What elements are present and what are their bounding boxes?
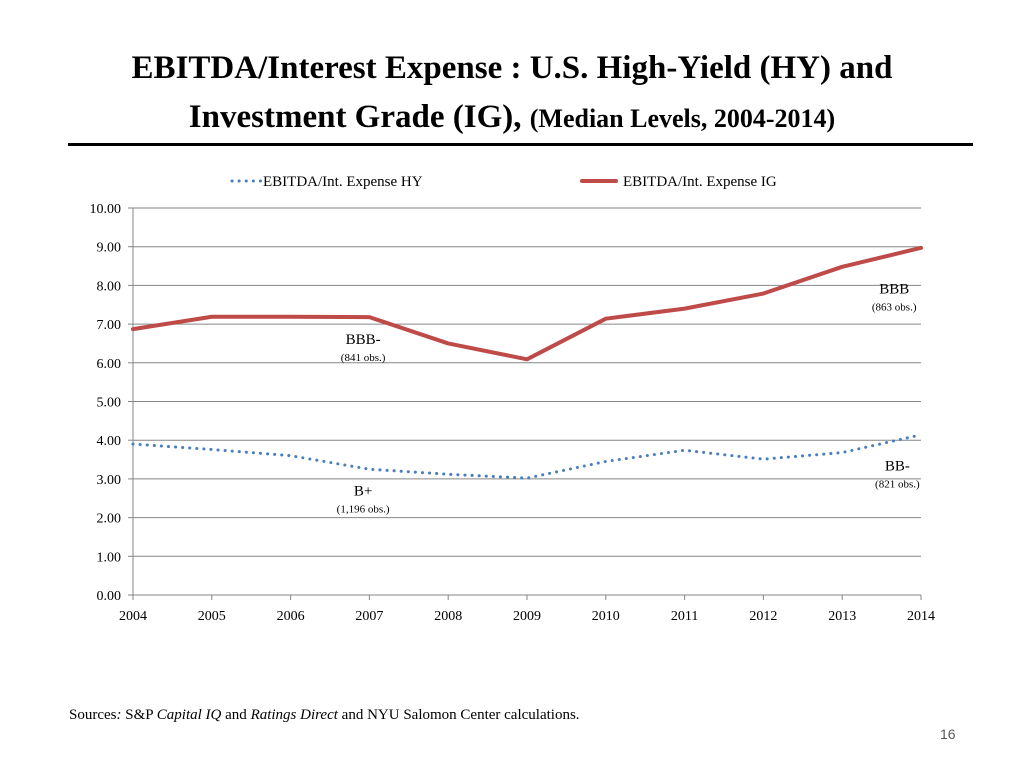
- annotation-rating: BB-: [885, 458, 910, 474]
- y-tick-label: 4.00: [97, 434, 122, 449]
- sources-colon: :: [116, 707, 122, 723]
- x-tick-label: 2005: [198, 609, 226, 624]
- y-tick-label: 7.00: [97, 318, 122, 333]
- title-divider: [68, 143, 973, 146]
- y-tick-label: 9.00: [97, 241, 122, 256]
- legend-label-ig: EBITDA/Int. Expense IG: [623, 174, 777, 190]
- x-tick-label: 2007: [355, 609, 383, 624]
- slide-title: EBITDA/Interest Expense : U.S. High-Yiel…: [40, 44, 984, 143]
- annotation-obs: (863 obs.): [872, 302, 917, 314]
- x-tick-label: 2009: [513, 609, 541, 624]
- x-tick-label: 2014: [907, 609, 935, 624]
- sources-note: Sources: S&P Capital IQ and Ratings Dire…: [69, 707, 580, 724]
- series-line-hy: [131, 433, 923, 480]
- annotation-rating: B+: [354, 484, 372, 500]
- y-tick-label: 5.00: [97, 396, 122, 411]
- line-chart: 0.00 1.00 2.00 3.00 4.00 5.00 6.00 7.00 8.00 9.00…: [90, 174, 936, 624]
- x-tick-label: 2012: [749, 609, 777, 624]
- annotation-obs: (821 obs.): [875, 478, 920, 490]
- annotation-obs: (841 obs.): [341, 352, 386, 364]
- sources-and: and: [221, 707, 251, 723]
- y-tick-label: 8.00: [97, 279, 122, 294]
- y-tick-label: 0.00: [97, 589, 122, 604]
- y-tick-label: 1.00: [97, 550, 122, 565]
- sources-prefix: Sources: [69, 707, 117, 723]
- y-tick-label: 3.00: [97, 473, 122, 488]
- y-tick-label: 10.00: [90, 202, 122, 217]
- series-line-ig: [131, 245, 923, 362]
- annotation-obs: (1,196 obs.): [337, 504, 390, 516]
- x-tick-label: 2008: [434, 609, 462, 624]
- x-tick-label: 2006: [277, 609, 305, 624]
- x-tick-label: 2013: [828, 609, 856, 624]
- page-number: 16: [940, 726, 956, 742]
- annotation-rating: BBB-: [346, 332, 381, 348]
- title-subtitle: (Median Levels, 2004-2014): [529, 104, 836, 133]
- sources-sp: S&P: [121, 707, 157, 723]
- sources-capital-iq: Capital IQ: [156, 707, 222, 723]
- y-tick-label: 6.00: [97, 357, 122, 372]
- x-tick-label: 2010: [592, 609, 620, 624]
- sources-rest: and NYU Salomon Center calculations.: [337, 707, 580, 723]
- annotation-rating: BBB: [879, 282, 909, 298]
- x-tick-label: 2004: [119, 609, 147, 624]
- title-line-2-main: Investment Grade (IG),: [188, 99, 522, 135]
- y-tick-label: 2.00: [97, 512, 122, 527]
- sources-ratings-direct: Ratings Direct: [250, 707, 338, 723]
- title-line-1: EBITDA/Interest Expense : U.S. High-Yiel…: [131, 50, 893, 86]
- x-tick-label: 2011: [671, 609, 698, 624]
- legend-label-hy: EBITDA/Int. Expense HY: [263, 174, 423, 190]
- title-line-2: Investment Grade (IG), (Median Levels, 2…: [40, 93, 984, 143]
